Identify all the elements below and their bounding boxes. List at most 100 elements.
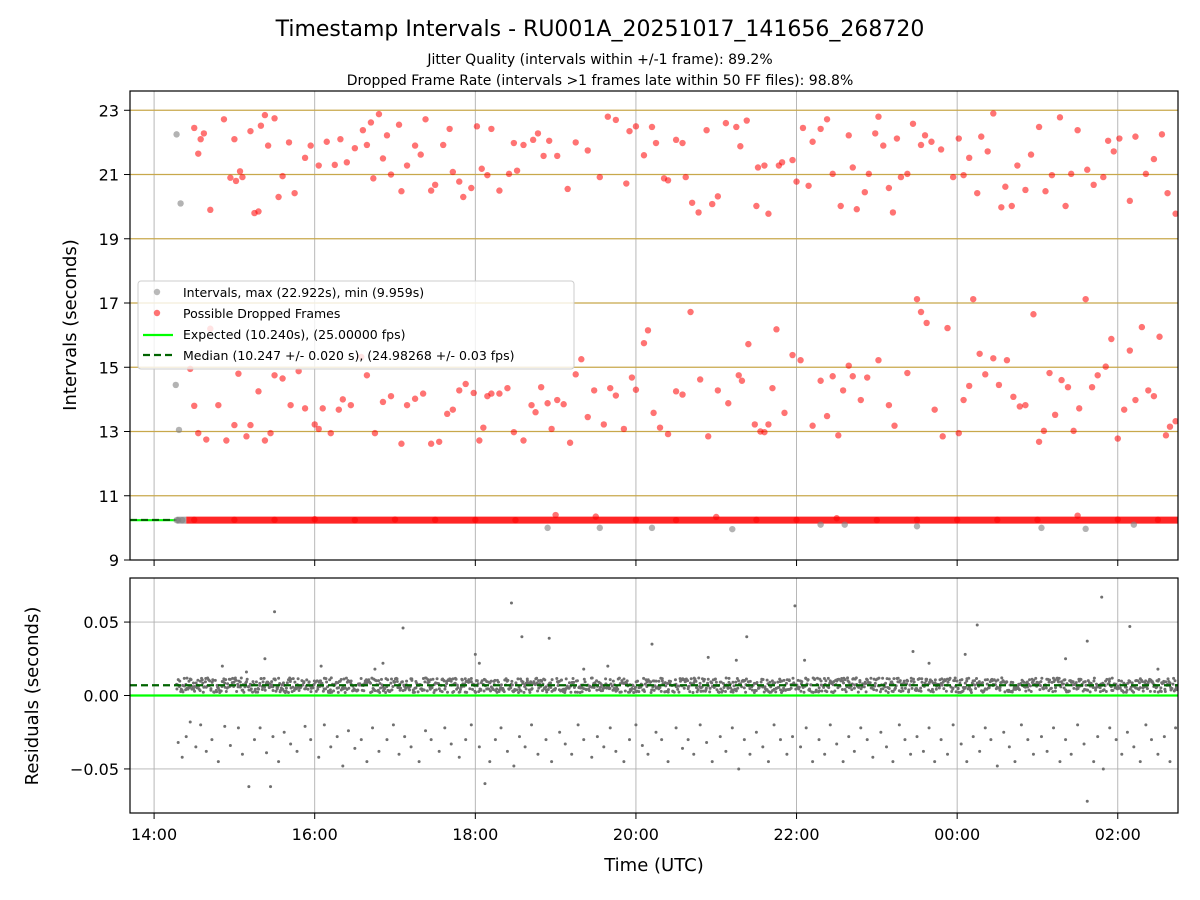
residual-band-point-805 — [712, 685, 716, 689]
residual-band-point-401 — [442, 679, 446, 683]
residual-band-point-1124 — [925, 677, 929, 681]
residual-point-22 — [303, 724, 307, 728]
residual-band-point-55 — [211, 678, 215, 682]
residual-band-point-997 — [840, 687, 844, 691]
residual-band-point-933 — [797, 685, 801, 689]
residual-band-point-826 — [726, 686, 730, 690]
residual-band-point-1117 — [920, 680, 924, 684]
residual-band-point-999 — [842, 681, 846, 685]
dropped-frame-point-237 — [714, 387, 722, 394]
residual-band-point-1113 — [917, 677, 921, 681]
residual-band-point-1481 — [1163, 689, 1167, 693]
residual-band-point-482 — [496, 680, 500, 684]
residual-band-point-1384 — [1098, 690, 1102, 694]
dropped-frame-point-153 — [1132, 133, 1139, 140]
residual-point-130 — [983, 726, 987, 730]
residual-band-point-1195 — [973, 679, 977, 683]
residual-band-point-650 — [608, 678, 612, 682]
residual-band-point-121 — [256, 690, 260, 694]
residual-point-23 — [309, 738, 313, 742]
residual-band — [175, 676, 1178, 695]
residual-band-point-983 — [831, 683, 835, 687]
residual-band-point-158 — [280, 683, 284, 687]
residual-band-point-724 — [658, 686, 662, 690]
dropped-frame-point-191 — [403, 401, 411, 409]
residual-band-point-880 — [762, 690, 766, 694]
residual-point-97 — [778, 738, 782, 742]
residual-band-point-1178 — [961, 689, 965, 693]
dropped-frame-point-170 — [255, 388, 262, 395]
residual-band-point-630 — [595, 688, 599, 692]
residual-band-point-1378 — [1094, 682, 1098, 686]
dropped-frame-point-248 — [781, 409, 788, 417]
dropped-frame-point-24 — [315, 162, 322, 169]
legend-label-median: Median (10.247 +/- 0.020 s), (24.98268 +… — [183, 348, 514, 363]
dropped-frame-point-245 — [765, 421, 772, 428]
residual-band-point-769 — [688, 690, 692, 694]
dropped-frame-point-124 — [937, 146, 945, 153]
residual-point-86 — [710, 760, 714, 764]
residual-point-161 — [1168, 760, 1172, 764]
dropped-frame-point-330 — [1074, 512, 1081, 519]
residual-band-point-889 — [768, 680, 772, 684]
dropped-frame-point-221 — [600, 421, 608, 428]
dropped-frame-point-67 — [572, 139, 579, 146]
residual-band-point-1039 — [868, 681, 872, 685]
dropped-frame-point-37 — [387, 171, 395, 178]
dropped-frame-point-202 — [480, 424, 487, 431]
residual-band-point-316 — [386, 678, 390, 682]
dropped-frame-point-292 — [1082, 295, 1089, 303]
residual-band-point-131 — [262, 676, 266, 680]
residual-band-point-442 — [469, 680, 473, 684]
dropped-frame-point-187 — [371, 429, 379, 437]
residual-band-point-1330 — [1062, 686, 1066, 690]
dropped-frame-point-286 — [1046, 369, 1053, 377]
residual-band-point-1002 — [843, 678, 847, 682]
residual-band-point-336 — [399, 686, 403, 690]
top-yticks: 9 11 13 15 17 19 21 23 — [99, 101, 130, 570]
interval-point-3 — [172, 381, 179, 389]
residual-band-point-112 — [249, 687, 253, 691]
residual-point-111 — [865, 738, 869, 742]
residual-band-point-1032 — [864, 682, 868, 686]
bottom-yticks: 0.05 0.00 −0.05 — [70, 613, 130, 779]
residual-point-79 — [666, 760, 670, 764]
residual-band-point-84 — [231, 676, 235, 680]
dropped-frame-point-291 — [1076, 405, 1083, 412]
dropped-frame-point-4 — [207, 206, 214, 214]
residual-band-point-170 — [288, 680, 292, 684]
residual-band-point-1137 — [933, 678, 937, 682]
dropped-frame-point-233 — [679, 391, 686, 398]
dropped-frame-point-329 — [1034, 516, 1041, 524]
residual-band-point-435 — [465, 690, 469, 694]
residual-band-point-1197 — [974, 686, 978, 690]
residual-band-point-276 — [359, 677, 363, 681]
residual-point-147 — [1085, 799, 1089, 803]
dropped-frame-point-89 — [733, 123, 740, 131]
residual-band-point-1355 — [1079, 677, 1083, 681]
residual-band-point-1015 — [852, 686, 856, 690]
dropped-frame-point-316 — [512, 516, 519, 524]
dropped-frame-point-164 — [215, 401, 222, 409]
residual-point-51 — [488, 760, 492, 764]
residual-point-47 — [464, 738, 468, 742]
residual-band-point-1168 — [954, 690, 958, 694]
dropped-frame-point-152 — [1126, 197, 1134, 205]
residual-band-point-1058 — [881, 687, 885, 691]
residual-band-point-1035 — [865, 678, 869, 682]
dropped-frame-point-34 — [375, 110, 383, 118]
dropped-frame-point-255 — [835, 432, 842, 439]
residual-band-point-1488 — [1168, 681, 1172, 685]
residual-band-point-1130 — [929, 689, 933, 693]
dropped-frame-point-55 — [488, 125, 495, 133]
dropped-frame-point-281 — [1016, 403, 1023, 410]
dropped-frame-point-59 — [513, 167, 521, 174]
dropped-frame-point-297 — [1114, 435, 1121, 442]
residual-band-point-1105 — [912, 680, 916, 684]
residual-band-point-1011 — [850, 688, 854, 692]
residual-band-point-637 — [600, 683, 604, 687]
residual-band-point-710 — [649, 680, 653, 684]
residual-band-point-1068 — [887, 677, 891, 681]
residual-band-point-608 — [580, 690, 584, 694]
residual-band-point-160 — [281, 681, 285, 685]
